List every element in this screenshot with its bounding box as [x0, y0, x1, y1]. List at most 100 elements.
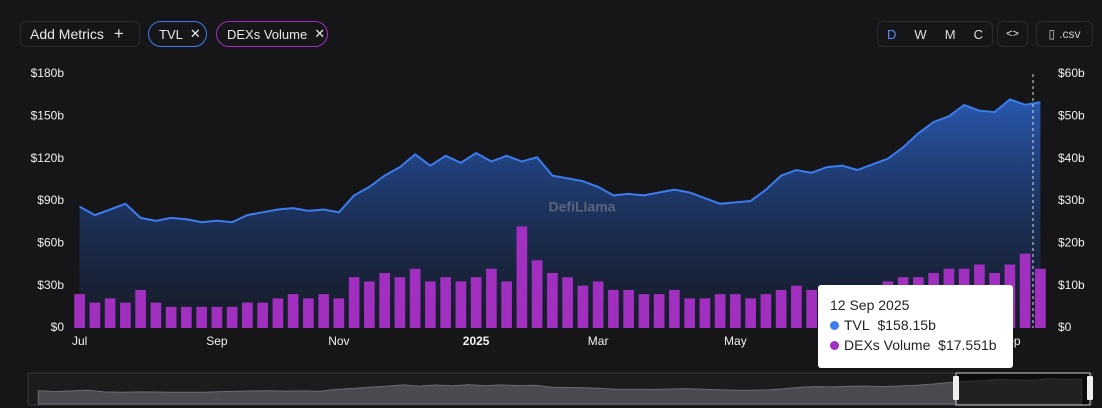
navigator-window: [955, 372, 1091, 406]
legend-dot: [830, 321, 839, 330]
bar: [89, 302, 101, 328]
bar: [791, 285, 802, 328]
bar: [257, 302, 268, 328]
y-tick-label: $150b: [31, 109, 65, 123]
bar: [486, 268, 497, 328]
tooltip-name: TVL: [844, 317, 870, 333]
bar: [730, 294, 741, 328]
bar: [425, 281, 436, 328]
bar: [74, 294, 85, 328]
bar: [272, 298, 284, 328]
csv-label: .csv: [1059, 27, 1081, 41]
bar: [440, 277, 451, 328]
close-icon[interactable]: ✕: [189, 26, 201, 41]
y-tick-label: $180b: [31, 66, 65, 80]
bar: [745, 298, 756, 328]
add-metrics-label: Add Metrics: [30, 26, 104, 42]
bar: [638, 294, 650, 328]
x-tick-label: Mar: [588, 334, 609, 348]
bar: [806, 289, 817, 328]
metric-pill[interactable]: TVL ✕: [148, 21, 207, 47]
bar: [135, 289, 146, 328]
add-metrics-button[interactable]: Add Metrics +: [20, 21, 140, 47]
period-button[interactable]: C: [973, 26, 983, 42]
y2-tick-label: $10b: [1058, 278, 1085, 292]
y2-tick-label: $30b: [1058, 193, 1085, 207]
x-tick-label: Jul: [72, 334, 87, 348]
bar: [165, 306, 177, 328]
bar: [516, 226, 528, 328]
bar: [547, 272, 558, 328]
bar: [623, 289, 634, 328]
x-tick-label: Sep: [206, 334, 228, 348]
close-icon[interactable]: ✕: [314, 26, 326, 41]
plus-icon: +: [113, 24, 124, 43]
y-tick-label: $90b: [37, 193, 64, 207]
y2-tick-label: $0: [1058, 320, 1072, 334]
bar: [1019, 253, 1031, 328]
bar: [409, 268, 421, 328]
x-tick-label: Nov: [328, 334, 349, 348]
period-button[interactable]: D: [887, 26, 897, 42]
x-tick-label: May: [724, 334, 747, 348]
csv-button[interactable]: ▯ .csv: [1036, 21, 1093, 47]
line: [79, 98, 1041, 224]
navigator-area: [37, 378, 1083, 405]
bar: [287, 294, 299, 328]
bar: [455, 281, 467, 328]
tooltip-date: 12 Sep 2025: [830, 297, 910, 313]
tooltip-value: $158.15b: [877, 317, 936, 333]
bar: [226, 306, 238, 328]
tooltip: 12 Sep 2025 TVL $158.15b DEXs Volume $17…: [818, 285, 1013, 368]
legend-dot: [830, 341, 839, 350]
bar: [669, 289, 680, 328]
bar: [394, 277, 406, 328]
y2-tick-label: $20b: [1058, 236, 1085, 250]
bar: [379, 272, 390, 328]
bar: [562, 277, 573, 328]
pill-label: DEXs Volume: [227, 26, 308, 42]
x-tick-label: 2025: [463, 334, 490, 348]
bar: [150, 302, 162, 328]
bar: [181, 306, 192, 328]
bar: [318, 294, 329, 328]
bar: [211, 306, 223, 328]
bar: [775, 289, 787, 328]
bar: [470, 277, 482, 328]
bar: [684, 298, 695, 328]
area: [79, 99, 1041, 329]
embed-button[interactable]: <>: [997, 21, 1028, 47]
tooltip-value: $17.551b: [938, 337, 997, 353]
bar: [714, 294, 726, 328]
watermark: DefiLlama: [549, 199, 616, 215]
navigator-handle: [1087, 376, 1093, 400]
period-button[interactable]: W: [914, 26, 927, 42]
bar: [333, 298, 345, 328]
y-tick-label: $120b: [31, 151, 65, 165]
y-tick-label: $30b: [37, 278, 64, 292]
navigator-handle: [953, 376, 959, 400]
y-tick-label: $60b: [37, 236, 64, 250]
tooltip-row: TVL $158.15b: [830, 315, 1001, 335]
bar: [760, 294, 772, 328]
bar: [242, 302, 253, 328]
bar: [348, 277, 360, 328]
y2-tick-label: $50b: [1058, 109, 1085, 123]
bar: [653, 294, 665, 328]
bar: [1035, 268, 1046, 328]
bar: [501, 281, 512, 328]
metric-pill[interactable]: DEXs Volume ✕: [216, 21, 328, 47]
tooltip-row: DEXs Volume $17.551b: [830, 335, 1001, 355]
bar: [608, 289, 619, 328]
bar: [531, 260, 543, 328]
y-tick-label: $0: [51, 320, 65, 334]
bar: [592, 281, 604, 328]
bar: [577, 285, 589, 328]
tooltip-name: DEXs Volume: [844, 337, 931, 353]
period-button[interactable]: M: [944, 26, 956, 42]
y2-tick-label: $60b: [1058, 66, 1085, 80]
bar: [196, 306, 207, 328]
pill-label: TVL: [159, 26, 183, 42]
